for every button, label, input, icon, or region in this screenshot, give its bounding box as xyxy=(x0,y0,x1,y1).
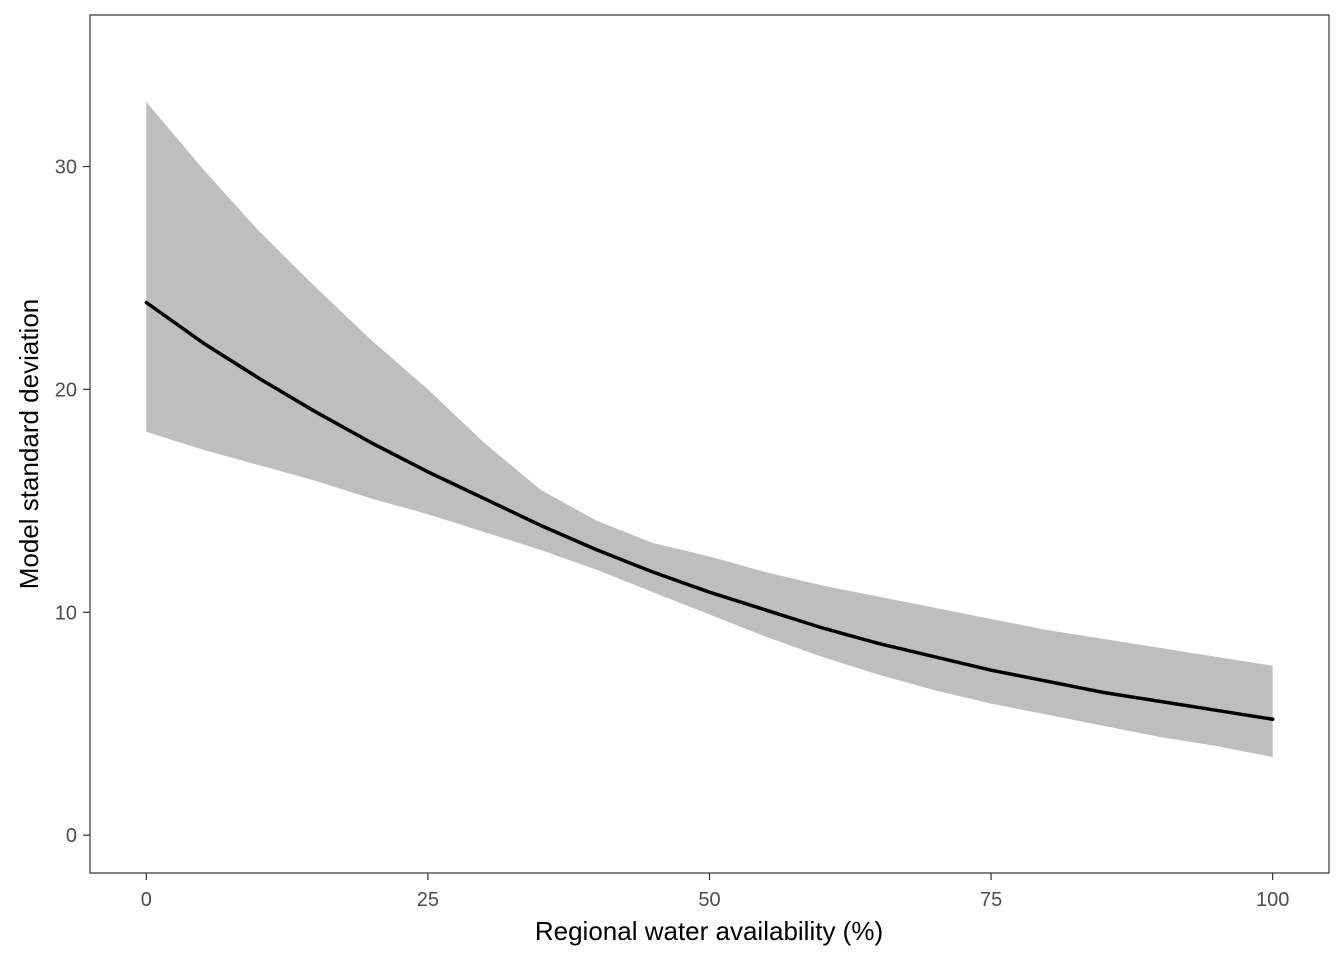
confidence-ribbon-layer xyxy=(146,101,1273,758)
fit-line-1 xyxy=(144,300,1275,721)
x-axis-title: Regional water availability (%) xyxy=(535,916,883,946)
y-tick-label: 10 xyxy=(55,602,77,624)
x-tick-label: 25 xyxy=(417,889,439,911)
y-tick-label: 30 xyxy=(55,157,77,179)
x-tick-label: 75 xyxy=(980,889,1002,911)
y-tick-label: 0 xyxy=(66,825,77,847)
x-axis: 0 25 50 75 100 xyxy=(141,873,1289,911)
fit-line-layer xyxy=(144,300,1275,721)
x-tick-label: 0 xyxy=(141,889,152,911)
x-tick-label: 100 xyxy=(1256,889,1289,911)
y-axis: 0 10 20 30 xyxy=(55,157,90,847)
confidence-ribbon-1 xyxy=(146,101,1273,758)
y-axis-title: Model standard deviation xyxy=(14,299,44,590)
y-tick-label: 20 xyxy=(55,379,77,401)
x-tick-label: 50 xyxy=(698,889,720,911)
